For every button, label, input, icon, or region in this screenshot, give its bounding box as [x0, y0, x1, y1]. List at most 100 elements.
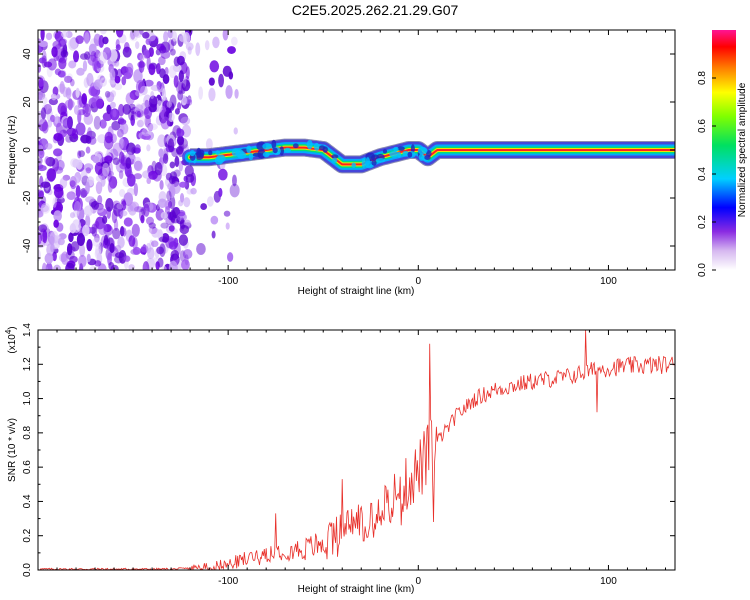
track-blob [284, 147, 292, 153]
noise-blob [150, 84, 161, 92]
noise-blob [53, 132, 63, 142]
noise-blob [158, 148, 164, 158]
noise-blob [119, 210, 128, 217]
noise-blob [230, 36, 238, 46]
noise-blob [121, 200, 127, 211]
track-blob [331, 154, 339, 159]
noise-blob [160, 116, 170, 130]
noise-blob [90, 85, 96, 96]
noise-blob [172, 30, 178, 42]
noise-blob [162, 88, 167, 101]
noise-blob [176, 135, 185, 146]
noise-blob [127, 201, 137, 216]
noise-blob [38, 40, 48, 48]
noise-blob [111, 209, 118, 224]
noise-blob [111, 120, 121, 131]
snr-xtick-label: 100 [600, 576, 617, 587]
noise-blob [123, 217, 133, 227]
track-blob [248, 152, 254, 161]
snr-xlabel: Height of straight line (km) [298, 584, 415, 595]
noise-blob [182, 249, 193, 260]
noise-blob [104, 131, 113, 144]
noise-blob [71, 219, 82, 233]
noise-blob [218, 73, 225, 88]
noise-blob [99, 77, 107, 87]
noise-blob [41, 50, 47, 64]
noise-blob [117, 117, 125, 125]
noise-blob [97, 194, 103, 205]
noise-blob [126, 187, 135, 197]
colorbar-gradient [712, 30, 736, 270]
noise-blob [174, 156, 180, 168]
noise-blob [177, 102, 182, 111]
noise-blob [64, 99, 75, 109]
noise-blob [38, 249, 41, 261]
noise-blob [73, 200, 82, 215]
noise-blob [136, 119, 144, 128]
track-blob [246, 145, 252, 154]
noise-blob [130, 110, 136, 121]
noise-blob [136, 110, 141, 118]
noise-blob [118, 151, 125, 164]
noise-blob [86, 72, 94, 87]
noise-blob [53, 186, 64, 199]
noise-blob [184, 165, 194, 177]
track-blob [318, 145, 326, 151]
noise-blob [104, 90, 111, 98]
noise-blob [143, 203, 150, 217]
spectrogram-panel: -100 0 100 -40 -20 0 20 40 Height of straight l… [7, 29, 676, 297]
snr-ytick-label: 1.0 [22, 391, 33, 405]
snr-ytick-label: 0.4 [22, 494, 33, 508]
noise-blob [94, 162, 104, 175]
noise-blob [93, 95, 104, 109]
track-blob [393, 146, 399, 152]
noise-blob [234, 88, 239, 99]
noise-blob [145, 38, 151, 45]
noise-blob [129, 89, 140, 101]
noise-blob [133, 182, 139, 197]
noise-blob [69, 176, 77, 190]
noise-blob [166, 100, 172, 108]
track-blob [375, 158, 386, 163]
noise-blob [133, 69, 143, 84]
noise-blob [65, 134, 73, 143]
track-core [189, 146, 675, 166]
noise-blob [128, 264, 135, 270]
track-blob [257, 149, 266, 159]
noise-blob [168, 175, 176, 185]
noise-blob [135, 41, 140, 50]
snr-line [38, 330, 675, 570]
noise-blob [38, 77, 44, 91]
noise-blob [140, 214, 145, 224]
noise-blob [183, 197, 191, 208]
noise-blob [173, 169, 181, 177]
noise-blob [162, 153, 169, 164]
track-blob [407, 151, 413, 158]
noise-blob [156, 100, 163, 113]
noise-blob [157, 198, 167, 209]
spectrogram-ytick-label: 40 [22, 48, 33, 60]
noise-blob [210, 215, 219, 225]
noise-blob [198, 86, 204, 100]
noise-blob [223, 210, 231, 217]
noise-blob [177, 210, 186, 217]
noise-blob [163, 31, 169, 43]
spectrogram-ytick-label: -40 [22, 238, 33, 253]
track-blob [208, 150, 213, 156]
noise-blob [166, 211, 172, 219]
track-blob [197, 149, 205, 158]
noise-blob [85, 214, 91, 229]
noise-blob [38, 87, 43, 101]
noise-blob [52, 86, 59, 96]
noise-blob [160, 49, 171, 60]
noise-blob [41, 96, 48, 105]
noise-blob [135, 104, 144, 111]
noise-blob [126, 173, 136, 187]
track-blob [365, 157, 371, 167]
noise-blob [53, 148, 63, 157]
noise-blob [86, 253, 91, 263]
noise-blob [120, 122, 129, 135]
noise-blob [69, 212, 76, 219]
noise-blob [76, 67, 85, 76]
track-blob [410, 144, 415, 154]
